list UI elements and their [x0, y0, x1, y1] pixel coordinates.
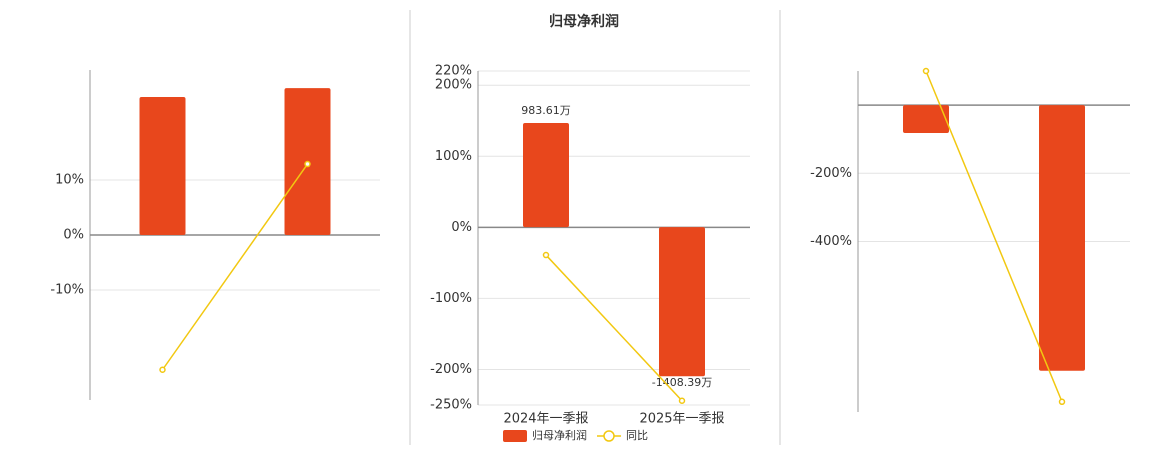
y-tick-label: -250%: [430, 398, 472, 413]
y-tick-label: 200%: [435, 78, 472, 93]
line: [545, 254, 683, 402]
legend-label: 归母净利润: [532, 428, 587, 442]
legend-swatch: [503, 430, 527, 442]
x-tick-label: 2024年一季报: [503, 412, 588, 427]
value-label: 983.61万: [521, 104, 571, 117]
chart-title: 归母净利润: [549, 13, 619, 30]
legend-label: 同比: [626, 429, 648, 442]
line-point: [1058, 398, 1066, 406]
line: [925, 70, 1063, 403]
bar: [139, 96, 186, 235]
legend-swatch: [603, 430, 615, 442]
y-tick-label: -400%: [810, 234, 852, 249]
line-point: [678, 397, 686, 404]
line-point: [922, 67, 930, 75]
line: [161, 163, 309, 371]
y-tick-label: -10%: [50, 283, 84, 298]
y-tick-label: 10%: [55, 173, 84, 188]
line-point: [542, 251, 550, 259]
y-tick-label: -100%: [430, 291, 472, 306]
line-point: [304, 160, 311, 168]
bar: [659, 227, 705, 377]
y-tick-label: 0%: [451, 220, 472, 235]
bar: [903, 105, 949, 134]
y-tick-label: 0%: [63, 228, 84, 243]
y-tick-label: -200%: [810, 166, 852, 181]
y-tick-label: -200%: [430, 362, 472, 377]
bar: [523, 123, 569, 228]
value-label: -1408.39万: [652, 376, 712, 389]
x-tick-label: 2025年一季报: [639, 412, 724, 427]
bar: [1039, 105, 1085, 371]
y-tick-label: 100%: [435, 149, 472, 164]
y-tick-label: 220%: [435, 64, 472, 79]
line-point: [159, 366, 166, 373]
